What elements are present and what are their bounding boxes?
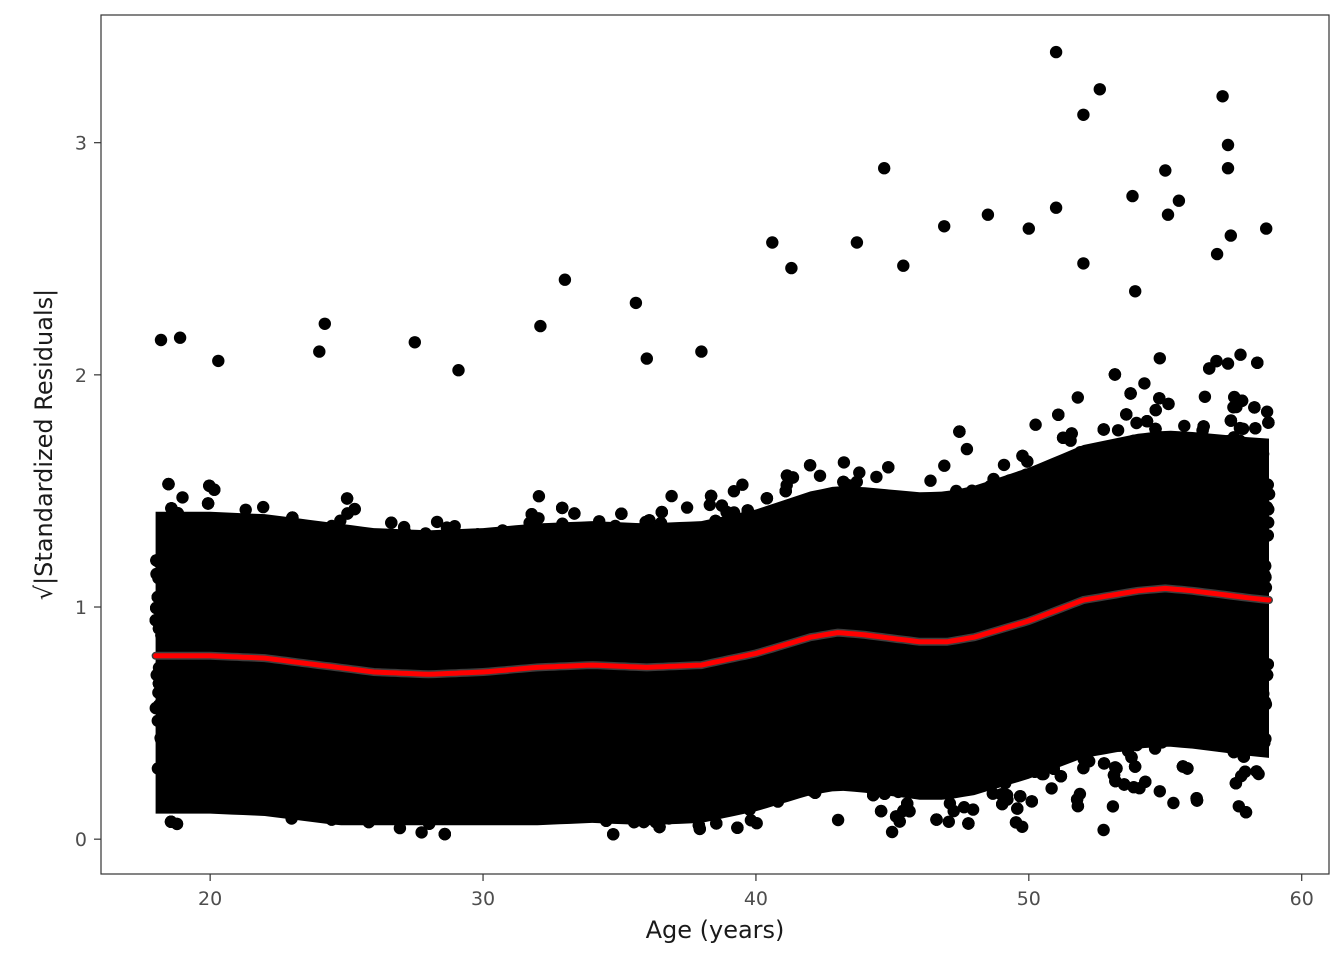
data-point	[176, 491, 189, 504]
data-point	[1138, 377, 1151, 390]
data-point	[1221, 357, 1235, 370]
data-point	[750, 817, 763, 830]
data-point	[837, 456, 851, 469]
data-point	[1153, 352, 1167, 365]
data-point	[727, 485, 741, 498]
data-point	[239, 503, 252, 516]
data-point	[1045, 782, 1058, 795]
data-point	[813, 469, 827, 482]
data-point	[736, 478, 749, 491]
data-point	[1130, 416, 1143, 430]
data-point	[1233, 421, 1247, 435]
data-point	[1097, 823, 1110, 837]
data-point	[831, 813, 845, 827]
data-point	[1198, 390, 1212, 403]
data-point	[924, 474, 937, 487]
data-point	[415, 826, 428, 839]
data-point	[853, 466, 866, 479]
data-point	[680, 501, 694, 514]
data-point	[870, 470, 883, 484]
data-point	[257, 500, 270, 514]
data-point	[430, 515, 444, 529]
data-point	[1071, 391, 1085, 404]
data-point	[997, 458, 1011, 472]
data-point	[1167, 796, 1180, 810]
data-point	[947, 804, 960, 818]
scatter-points	[149, 45, 1276, 841]
data-point	[1178, 419, 1191, 433]
data-point	[1029, 418, 1042, 431]
data-point	[532, 490, 546, 503]
data-point	[1227, 401, 1240, 414]
data-point	[960, 442, 974, 456]
data-point	[1106, 800, 1120, 813]
data-point	[885, 825, 899, 839]
data-point	[1234, 348, 1247, 361]
data-point	[966, 803, 980, 816]
data-point	[665, 489, 678, 503]
data-point	[938, 459, 951, 472]
data-point	[1153, 785, 1167, 798]
data-point	[1260, 405, 1274, 418]
data-point	[1111, 424, 1125, 437]
data-point	[942, 815, 955, 828]
